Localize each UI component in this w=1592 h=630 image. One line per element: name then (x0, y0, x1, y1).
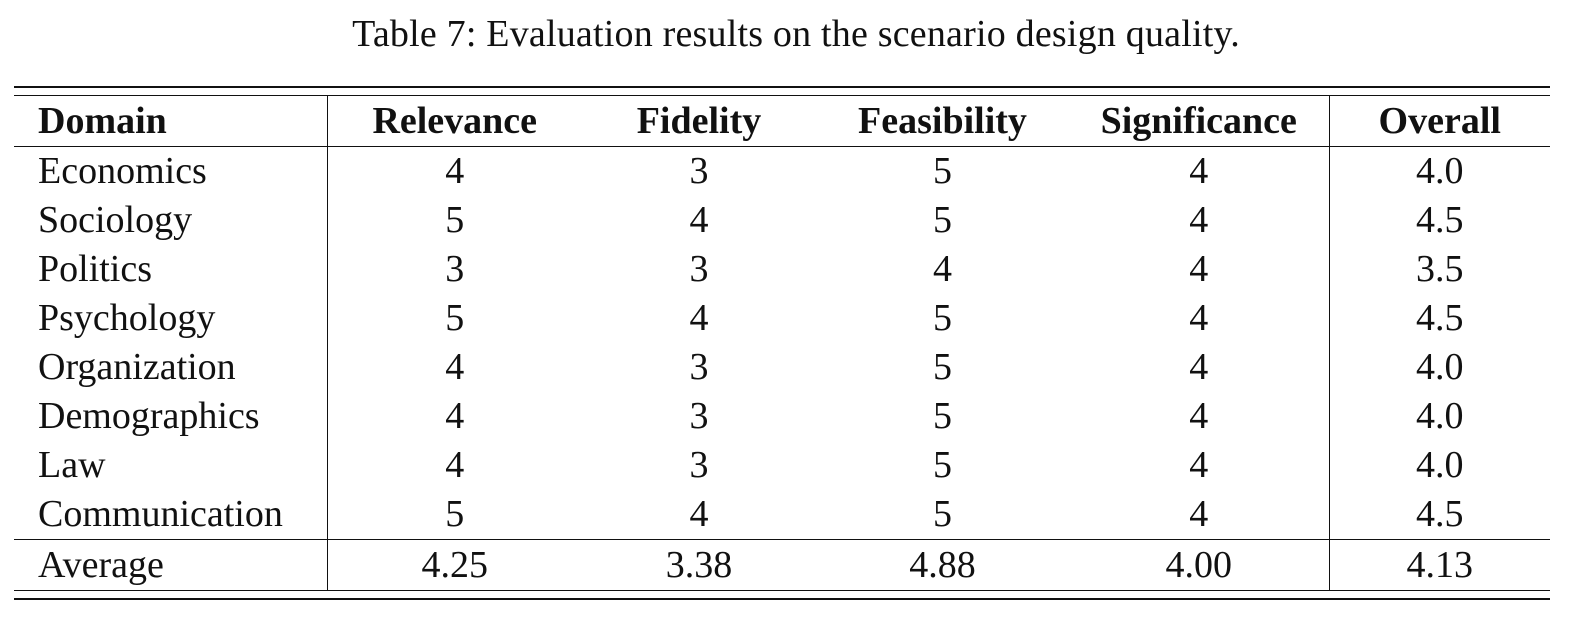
feasibility-cell: 5 (933, 444, 952, 486)
significance-cell: 4 (1069, 343, 1330, 392)
relevance-cell: 4 (445, 346, 465, 388)
domain-cell: Law (14, 441, 328, 490)
feasibility-cell: 4 (933, 248, 952, 290)
significance-cell: 4 (1069, 245, 1330, 294)
overall-cell: 4.0 (1416, 444, 1464, 486)
overall-cell: 3.5 (1416, 248, 1464, 290)
header-overall: Overall (1329, 96, 1550, 147)
table-row: Demographics 4 3 5 4 4.0 (14, 392, 1550, 441)
domain-cell: Communication (14, 490, 328, 540)
header-relevance: Relevance (327, 96, 582, 147)
average-row: Average 4.25 3.38 4.88 4.00 4.13 (14, 539, 1550, 590)
fidelity-cell: 3 (689, 395, 709, 437)
header-fidelity: Fidelity (582, 96, 816, 147)
domain-cell: Economics (14, 146, 328, 196)
domain-cell: Psychology (14, 294, 328, 343)
top-rule-inner (14, 95, 1550, 96)
table-row: Sociology 5 4 5 4 4.5 (14, 196, 1550, 245)
overall-cell: 4.5 (1416, 493, 1464, 535)
average-label: Average (14, 539, 328, 590)
feasibility-cell: 5 (933, 493, 952, 535)
results-table: Domain Relevance Fidelity Feasibility Si… (14, 96, 1550, 590)
feasibility-cell: 5 (933, 297, 952, 339)
overall-cell: 4.5 (1416, 297, 1464, 339)
overall-cell: 4.0 (1416, 395, 1464, 437)
domain-cell: Politics (14, 245, 328, 294)
fidelity-cell: 4 (689, 297, 709, 339)
overall-cell: 4.0 (1416, 346, 1464, 388)
fidelity-cell: 4 (689, 199, 709, 241)
domain-cell: Organization (14, 343, 328, 392)
header-domain: Domain (14, 96, 328, 147)
relevance-cell: 5 (445, 199, 465, 241)
significance-cell: 4 (1069, 490, 1330, 540)
bottom-rule-inner (14, 590, 1550, 591)
bottom-rule-outer (14, 598, 1550, 600)
fidelity-cell: 3 (689, 444, 709, 486)
significance-cell: 4 (1069, 441, 1330, 490)
table-row: Organization 4 3 5 4 4.0 (14, 343, 1550, 392)
header-row: Domain Relevance Fidelity Feasibility Si… (14, 96, 1550, 147)
relevance-cell: 4 (445, 395, 465, 437)
table-row: Politics 3 3 4 4 3.5 (14, 245, 1550, 294)
results-table-container: Domain Relevance Fidelity Feasibility Si… (14, 86, 1550, 600)
relevance-cell: 4 (445, 150, 465, 192)
fidelity-cell: 4 (689, 493, 709, 535)
header-feasibility: Feasibility (816, 96, 1069, 147)
overall-cell: 4.5 (1416, 199, 1464, 241)
relevance-cell: 5 (445, 297, 465, 339)
overall-cell: 4.0 (1416, 150, 1464, 192)
feasibility-cell: 5 (933, 395, 952, 437)
relevance-cell: 4 (445, 444, 465, 486)
table-caption: Table 7: Evaluation results on the scena… (352, 13, 1240, 55)
table-row: Economics 4 3 5 4 4.0 (14, 146, 1550, 196)
average-feasibility: 4.88 (816, 539, 1069, 590)
relevance-cell: 3 (445, 248, 465, 290)
significance-cell: 4 (1069, 146, 1330, 196)
domain-cell: Demographics (14, 392, 328, 441)
relevance-cell: 5 (445, 493, 465, 535)
fidelity-cell: 3 (689, 346, 709, 388)
domain-cell: Sociology (14, 196, 328, 245)
top-rule-outer (14, 86, 1550, 88)
feasibility-cell: 5 (933, 199, 952, 241)
average-relevance: 4.25 (327, 539, 582, 590)
significance-cell: 4 (1069, 392, 1330, 441)
significance-cell: 4 (1069, 294, 1330, 343)
table-row: Communication 5 4 5 4 4.5 (14, 490, 1550, 540)
fidelity-cell: 3 (689, 150, 709, 192)
fidelity-cell: 3 (689, 248, 709, 290)
significance-cell: 4 (1069, 196, 1330, 245)
header-significance: Significance (1069, 96, 1330, 147)
table-row: Psychology 5 4 5 4 4.5 (14, 294, 1550, 343)
average-significance: 4.00 (1069, 539, 1330, 590)
average-fidelity: 3.38 (582, 539, 816, 590)
feasibility-cell: 5 (933, 150, 952, 192)
average-overall: 4.13 (1329, 539, 1550, 590)
feasibility-cell: 5 (933, 346, 952, 388)
table-row: Law 4 3 5 4 4.0 (14, 441, 1550, 490)
